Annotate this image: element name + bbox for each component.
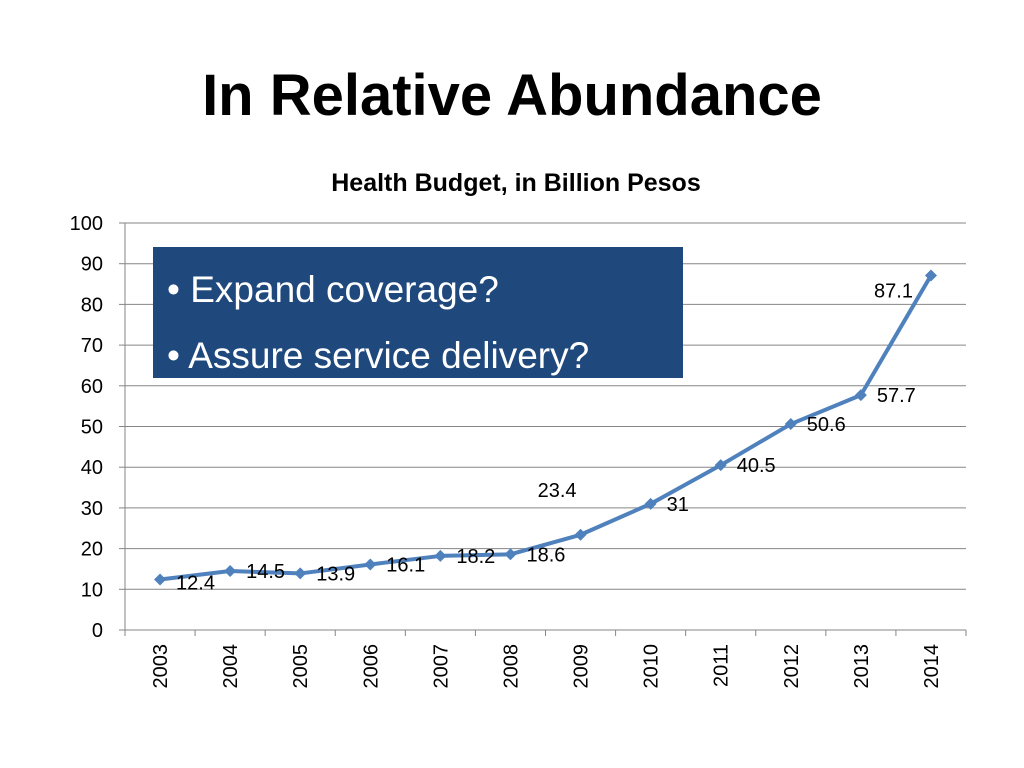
data-label: 18.6 bbox=[526, 544, 565, 566]
x-axis-tick-labels: 2003 2004 2005 2006 2007 2008 2009 2010 2011 2012… bbox=[150, 644, 943, 689]
bullet-marker: • bbox=[167, 269, 180, 310]
slide-title: In Relative Abundance bbox=[202, 63, 822, 128]
y-tick-label: 90 bbox=[81, 254, 103, 276]
chart-title: Health Budget, in Billion Pesos bbox=[331, 169, 700, 197]
x-tick-label: 2009 bbox=[571, 644, 593, 689]
x-tick-label: 2012 bbox=[781, 644, 803, 689]
y-tick-label: 60 bbox=[81, 376, 103, 398]
x-tick-label: 2013 bbox=[851, 644, 873, 689]
y-tick-label: 70 bbox=[81, 335, 103, 357]
data-point-marker bbox=[364, 558, 377, 571]
data-point-marker bbox=[924, 269, 937, 282]
data-label: 87.1 bbox=[874, 281, 913, 303]
y-tick-label: 80 bbox=[81, 294, 103, 316]
series-group bbox=[154, 269, 937, 586]
data-point-marker bbox=[784, 418, 797, 431]
callout-bullet-2: • Assure service delivery? bbox=[167, 323, 683, 389]
x-tick-label: 2011 bbox=[711, 644, 733, 687]
data-label: 23.4 bbox=[538, 480, 577, 502]
data-label: 31 bbox=[667, 494, 689, 516]
question-callout-box: • Expand coverage? • Assure service deli… bbox=[153, 247, 683, 378]
y-tick-label: 10 bbox=[81, 579, 103, 601]
data-label: 57.7 bbox=[877, 385, 916, 407]
x-tick-label: 2010 bbox=[641, 644, 663, 689]
x-tick-label: 2014 bbox=[921, 644, 943, 689]
axes bbox=[119, 222, 967, 636]
data-point-marker bbox=[574, 528, 587, 541]
x-tick-label: 2008 bbox=[500, 644, 522, 689]
data-point-marker bbox=[294, 567, 307, 580]
data-point-marker bbox=[504, 548, 517, 561]
data-label: 12.4 bbox=[176, 573, 215, 595]
callout-bullet-1: • Expand coverage? bbox=[167, 257, 683, 323]
data-label: 18.2 bbox=[456, 546, 495, 568]
x-tick-label: 2005 bbox=[290, 644, 312, 689]
data-label: 16.1 bbox=[386, 554, 425, 576]
data-point-marker bbox=[224, 564, 237, 577]
data-labels: 12.4 14.5 13.9 16.1 18.2 18.6 23.4 31 40.5 50.6 57… bbox=[176, 281, 916, 595]
bullet-marker: • bbox=[167, 335, 180, 376]
y-tick-label: 50 bbox=[81, 417, 103, 439]
data-label: 14.5 bbox=[246, 561, 285, 583]
data-point-marker bbox=[854, 389, 867, 402]
x-tick-label: 2004 bbox=[220, 644, 242, 689]
y-axis-tick-labels: 0 10 20 30 40 50 60 70 80 90 100 bbox=[70, 213, 103, 642]
callout-text-assure-service: Assure service delivery? bbox=[188, 335, 590, 376]
data-point-marker bbox=[154, 573, 167, 586]
data-label: 13.9 bbox=[316, 563, 355, 585]
y-tick-label: 20 bbox=[81, 539, 103, 561]
callout-text-expand-coverage: Expand coverage? bbox=[190, 269, 499, 310]
x-tick-label: 2003 bbox=[150, 644, 172, 689]
data-point-marker bbox=[714, 459, 727, 472]
data-label: 40.5 bbox=[737, 455, 776, 477]
y-tick-label: 100 bbox=[70, 213, 103, 235]
series-line bbox=[159, 274, 933, 582]
y-tick-label: 30 bbox=[81, 498, 103, 520]
x-tick-label: 2007 bbox=[430, 644, 452, 689]
data-label: 50.6 bbox=[807, 414, 846, 436]
x-tick-label: 2006 bbox=[360, 644, 382, 689]
data-point-marker bbox=[644, 497, 657, 510]
data-point-marker bbox=[434, 549, 447, 562]
y-tick-label: 0 bbox=[92, 620, 103, 642]
y-tick-label: 40 bbox=[81, 457, 103, 479]
